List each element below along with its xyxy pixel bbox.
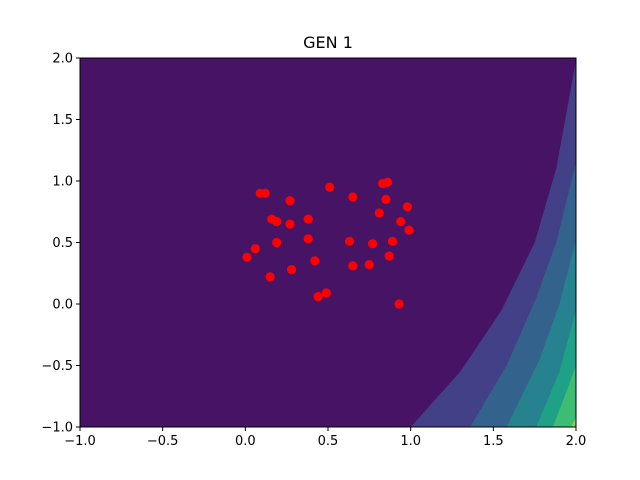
contour-band-6 [571, 417, 576, 427]
data-point-18 [348, 192, 358, 202]
x-tick-label: −0.5 [147, 434, 179, 449]
data-point-14 [313, 292, 323, 302]
data-point-15 [321, 288, 331, 298]
data-point-19 [348, 261, 358, 271]
data-point-8 [285, 196, 295, 206]
data-point-17 [344, 236, 355, 246]
data-point-9 [285, 219, 295, 229]
data-point-20 [364, 260, 374, 270]
data-point-25 [382, 177, 393, 187]
scatter-points [242, 177, 414, 309]
axes: −1.0 −0.5 0.0 0.5 1.0 1.5 2.0 −1.0 −0.5 0.0 0.5 1.… [41, 52, 586, 450]
y-tick-label: 0.5 [52, 236, 73, 251]
data-point-27 [387, 236, 398, 246]
data-point-26 [384, 251, 394, 261]
x-tick-label: −1.0 [64, 434, 96, 449]
y-tick-label: 1.5 [52, 113, 73, 128]
data-point-21 [368, 239, 378, 249]
contour-layer [80, 58, 576, 427]
x-tick-label: 1.5 [483, 434, 504, 449]
y-tick-label: 2.0 [52, 52, 73, 67]
x-tick-label: 0.0 [235, 434, 256, 449]
x-tick-label: 2.0 [566, 434, 587, 449]
data-point-13 [310, 256, 320, 266]
data-point-31 [404, 225, 414, 235]
data-point-24 [381, 194, 391, 204]
y-tick-label: −1.0 [41, 421, 73, 436]
data-point-3 [260, 188, 270, 198]
x-tick-label: 0.5 [318, 434, 339, 449]
data-point-11 [303, 234, 313, 244]
chart-title: GEN 1 [303, 33, 353, 52]
data-point-0 [242, 252, 252, 262]
data-point-6 [272, 217, 282, 227]
data-point-7 [272, 237, 282, 248]
contour-band-5 [552, 365, 576, 427]
x-axis: −1.0 −0.5 0.0 0.5 1.0 1.5 2.0 [64, 427, 586, 449]
data-point-29 [396, 217, 406, 227]
data-point-10 [287, 265, 297, 275]
data-point-12 [303, 214, 313, 224]
data-point-28 [394, 299, 404, 309]
y-tick-label: −0.5 [41, 359, 73, 374]
data-point-22 [374, 208, 384, 218]
y-tick-label: 0.0 [52, 298, 73, 313]
x-tick-label: 1.0 [400, 434, 421, 449]
data-point-30 [402, 202, 412, 212]
y-tick-label: 1.0 [52, 175, 73, 190]
data-point-1 [250, 244, 260, 254]
data-point-4 [265, 272, 275, 282]
data-point-16 [325, 182, 335, 192]
plot-area [80, 58, 576, 427]
y-axis: −1.0 −0.5 0.0 0.5 1.0 1.5 2.0 [41, 52, 80, 436]
